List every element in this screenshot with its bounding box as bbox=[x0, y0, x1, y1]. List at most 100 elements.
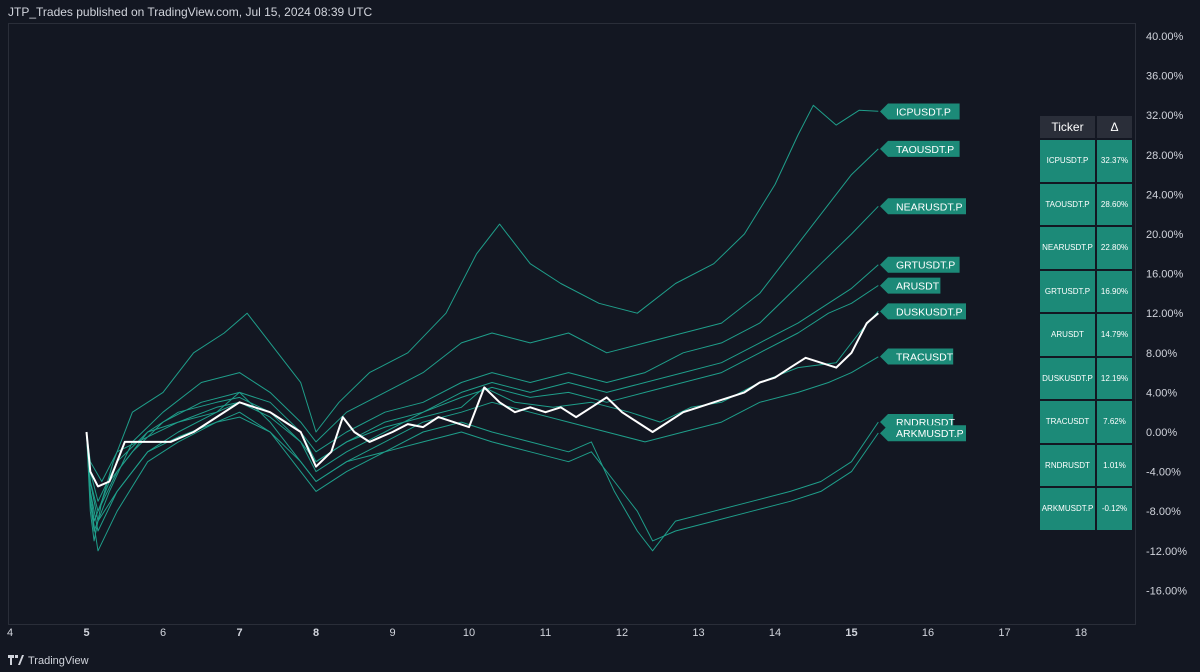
x-tick-label: 18 bbox=[1075, 627, 1087, 639]
table-row: ARUSDT 14.79% bbox=[1040, 314, 1132, 356]
y-tick-label: 28.00% bbox=[1146, 150, 1184, 162]
table-row: TAOUSDT.P 28.60% bbox=[1040, 183, 1132, 225]
ticker-table: Ticker Δ ICPUSDT.P 32.37% TAOUSDT.P 28.60% N… bbox=[1040, 116, 1132, 532]
tag-label: ICPUSDT.P bbox=[896, 107, 951, 119]
tag-label: GRTUSDT.P bbox=[896, 260, 955, 272]
tag-shape bbox=[880, 140, 960, 157]
x-tick-label: 12 bbox=[616, 627, 628, 639]
x-tick-label: 13 bbox=[692, 627, 704, 639]
table-row: ICPUSDT.P 32.37% bbox=[1040, 140, 1132, 182]
delta-cell: 1.01% bbox=[1097, 444, 1132, 486]
tag-label: NEARUSDT.P bbox=[896, 201, 963, 213]
delta-cell: 22.80% bbox=[1097, 227, 1132, 269]
x-tick-label: 4 bbox=[7, 627, 13, 639]
header-delta: Δ bbox=[1097, 116, 1132, 138]
tag-label: ARUSDT bbox=[896, 281, 940, 293]
tag-shape bbox=[880, 198, 966, 215]
y-tick-label: -16.00% bbox=[1146, 585, 1187, 597]
series-line[interactable] bbox=[86, 205, 879, 522]
y-tick-label: 8.00% bbox=[1146, 348, 1177, 360]
tag-label: TRACUSDT bbox=[896, 352, 954, 364]
ticker-cell: ICPUSDT.P bbox=[1040, 140, 1095, 182]
table-header-row: Ticker Δ bbox=[1040, 116, 1132, 138]
series-layer bbox=[85, 104, 879, 552]
tag-shape bbox=[880, 425, 966, 442]
x-tick-label: 8 bbox=[313, 627, 319, 639]
tag-shape bbox=[880, 348, 954, 365]
delta-cell: 32.37% bbox=[1097, 140, 1132, 182]
ticker-cell: NEARUSDT.P bbox=[1040, 227, 1095, 269]
ticker-cell: DUSKUSDT.P bbox=[1040, 357, 1095, 399]
x-tick-label: 15 bbox=[845, 627, 857, 639]
plot-border bbox=[8, 23, 1136, 625]
y-tick-label: 0.00% bbox=[1146, 427, 1177, 439]
y-tick-label: 12.00% bbox=[1146, 308, 1184, 320]
series-tag[interactable]: NEARUSDT.P bbox=[880, 198, 966, 215]
x-axis: 4 5 6 7 8 9 10 11 12 13 14 15 16 17 18 bbox=[7, 627, 1087, 639]
tag-shape bbox=[880, 303, 966, 320]
series-tag[interactable]: ICPUSDT.P bbox=[880, 103, 960, 120]
y-tick-label: 4.00% bbox=[1146, 387, 1177, 399]
delta-cell: 7.62% bbox=[1097, 401, 1132, 443]
publisher-header: JTP_Trades published on TradingView.com,… bbox=[0, 0, 1200, 22]
x-tick-label: 10 bbox=[463, 627, 475, 639]
table-row: GRTUSDT.P 16.90% bbox=[1040, 270, 1132, 312]
x-tick-label: 11 bbox=[540, 627, 551, 639]
series-line[interactable] bbox=[86, 285, 879, 502]
ticker-cell: TRACUSDT bbox=[1040, 401, 1095, 443]
y-tick-label: 40.00% bbox=[1146, 31, 1184, 43]
series-line[interactable] bbox=[86, 356, 879, 532]
series-line[interactable] bbox=[86, 264, 879, 512]
series-tag[interactable]: TAOUSDT.P bbox=[880, 140, 960, 157]
x-tick-label: 6 bbox=[160, 627, 166, 639]
footer: TradingView bbox=[0, 650, 1200, 672]
table-row: RNDRUSDT 1.01% bbox=[1040, 444, 1132, 486]
tag-label: TAOUSDT.P bbox=[896, 144, 954, 156]
table-body: ICPUSDT.P 32.37% TAOUSDT.P 28.60% NEARUSDT.P… bbox=[1040, 140, 1132, 530]
x-tick-label: 5 bbox=[83, 627, 89, 639]
ticker-cell: ARUSDT bbox=[1040, 314, 1095, 356]
table-row: DUSKUSDT.P 12.19% bbox=[1040, 357, 1132, 399]
tag-shape bbox=[880, 103, 960, 120]
y-tick-label: -12.00% bbox=[1146, 546, 1187, 558]
series-tag[interactable]: GRTUSDT.P bbox=[880, 256, 960, 273]
y-tick-label: 20.00% bbox=[1146, 229, 1184, 241]
series-line[interactable] bbox=[86, 104, 879, 542]
ticker-cell: TAOUSDT.P bbox=[1040, 183, 1095, 225]
x-tick-label: 16 bbox=[922, 627, 934, 639]
series-tag[interactable]: ARKMUSDT.P bbox=[880, 425, 966, 442]
tag-label: ARKMUSDT.P bbox=[896, 428, 964, 440]
series-line[interactable] bbox=[86, 416, 879, 542]
series-tag[interactable]: ARUSDT bbox=[880, 277, 941, 294]
delta-cell: 16.90% bbox=[1097, 270, 1132, 312]
y-tick-label: 32.00% bbox=[1146, 110, 1184, 122]
x-tick-label: 9 bbox=[389, 627, 395, 639]
tag-shape bbox=[880, 256, 960, 273]
series-line[interactable] bbox=[86, 411, 879, 552]
brand-label[interactable]: TradingView bbox=[28, 655, 89, 667]
chart-area[interactable] bbox=[0, 22, 1200, 650]
tag-shape bbox=[880, 277, 941, 294]
y-tick-label: 36.00% bbox=[1146, 71, 1184, 83]
x-tick-label: 14 bbox=[769, 627, 781, 639]
series-line[interactable] bbox=[86, 148, 879, 532]
delta-cell: -0.12% bbox=[1097, 488, 1132, 530]
delta-cell: 28.60% bbox=[1097, 183, 1132, 225]
ticker-cell: RNDRUSDT bbox=[1040, 444, 1095, 486]
delta-cell: 14.79% bbox=[1097, 314, 1132, 356]
table-row: ARKMUSDT.P -0.12% bbox=[1040, 488, 1132, 530]
y-axis: 40.00% 36.00% 32.00% 28.00% 24.00% 20.00% 16.0… bbox=[1146, 31, 1187, 597]
series-line[interactable] bbox=[86, 310, 879, 482]
tradingview-logo-icon[interactable] bbox=[8, 654, 24, 666]
y-tick-label: -8.00% bbox=[1146, 506, 1181, 518]
tag-label: DUSKUSDT.P bbox=[896, 306, 963, 318]
y-tick-label: 24.00% bbox=[1146, 189, 1184, 201]
table-row: TRACUSDT 7.62% bbox=[1040, 401, 1132, 443]
y-tick-label: -4.00% bbox=[1146, 467, 1181, 479]
x-tick-label: 7 bbox=[236, 627, 242, 639]
series-tag[interactable]: TRACUSDT bbox=[880, 348, 954, 365]
average-line[interactable] bbox=[85, 312, 879, 488]
delta-cell: 12.19% bbox=[1097, 357, 1132, 399]
series-tag[interactable]: DUSKUSDT.P bbox=[880, 303, 966, 320]
